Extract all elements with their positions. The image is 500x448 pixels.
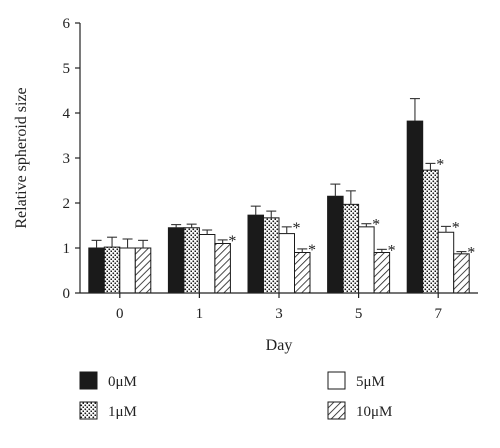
legend-swatch bbox=[79, 371, 98, 390]
y-tick-label: 5 bbox=[63, 61, 71, 77]
x-tick-label: 3 bbox=[275, 306, 283, 322]
bar bbox=[278, 233, 295, 294]
significance-star: * bbox=[467, 245, 475, 262]
bar bbox=[358, 226, 375, 294]
significance-star: * bbox=[308, 242, 316, 259]
bar bbox=[437, 231, 455, 294]
bar bbox=[422, 169, 439, 294]
y-tick-label: 3 bbox=[63, 151, 71, 167]
y-axis-label: Relative spheroid size bbox=[13, 87, 30, 228]
x-axis-label: Day bbox=[266, 337, 293, 354]
bar bbox=[406, 120, 424, 294]
bar bbox=[263, 217, 280, 294]
significance-star: * bbox=[388, 242, 396, 259]
bar bbox=[247, 214, 264, 294]
bar bbox=[167, 227, 185, 294]
legend-label: 10μM bbox=[356, 404, 392, 420]
legend: 0μM 1μM 5μM 10μM bbox=[79, 371, 392, 420]
x-tick-label: 5 bbox=[355, 306, 363, 322]
x-tick-label: 0 bbox=[116, 306, 124, 322]
y-tick-label: 6 bbox=[63, 16, 71, 32]
bar bbox=[103, 246, 121, 294]
y-tick-label: 1 bbox=[63, 241, 71, 257]
y-tick-label: 0 bbox=[63, 286, 71, 302]
legend-swatch bbox=[327, 371, 346, 390]
bar bbox=[198, 234, 216, 294]
bar bbox=[134, 247, 152, 294]
significance-star: * bbox=[372, 217, 380, 234]
legend-swatch bbox=[79, 401, 98, 420]
y-tick-label: 4 bbox=[63, 106, 71, 122]
x-tick-label: 7 bbox=[434, 306, 442, 322]
bar bbox=[119, 247, 136, 294]
legend-label: 0μM bbox=[108, 374, 137, 390]
bar bbox=[327, 195, 344, 294]
legend-label: 5μM bbox=[356, 374, 385, 390]
significance-star: * bbox=[293, 220, 301, 237]
bar bbox=[88, 247, 105, 294]
y-tick-label: 2 bbox=[63, 196, 71, 212]
bar bbox=[342, 203, 360, 294]
significance-star: * bbox=[436, 156, 444, 173]
significance-star: * bbox=[228, 233, 236, 250]
x-tick-label: 1 bbox=[196, 306, 204, 322]
bar bbox=[214, 243, 231, 294]
legend-swatch bbox=[327, 401, 346, 420]
significance-star: * bbox=[452, 219, 460, 236]
bar bbox=[183, 227, 200, 294]
legend-label: 1μM bbox=[108, 404, 137, 420]
